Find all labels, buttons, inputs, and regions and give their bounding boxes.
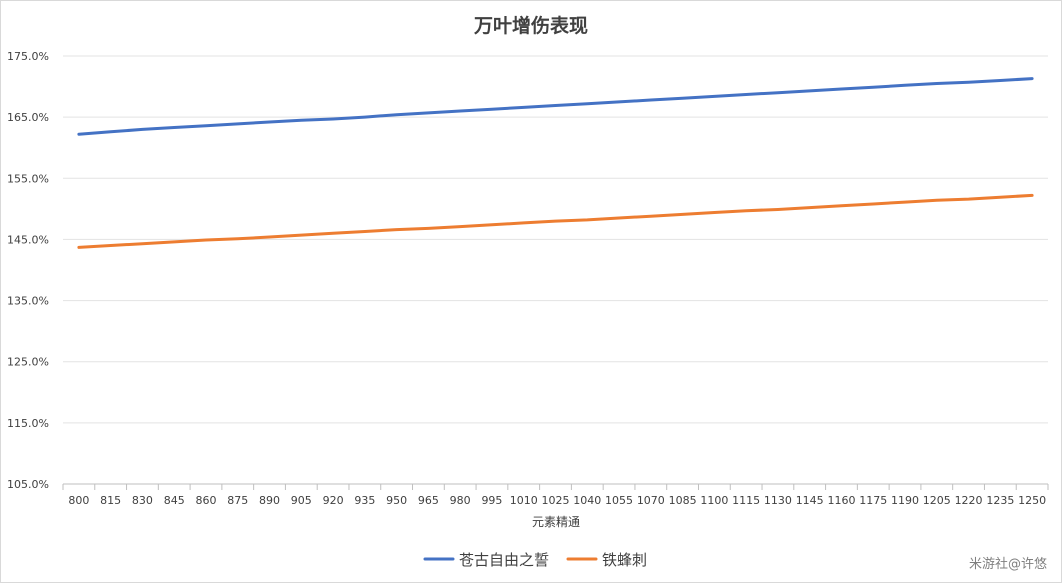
x-tick-label: 965 <box>418 494 439 507</box>
x-tick-label: 1055 <box>605 494 633 507</box>
y-axis-ticks: 105.0% 115.0% 125.0% 135.0% 145.0% 155.0% 165.… <box>7 50 49 491</box>
x-tick-label: 1145 <box>796 494 824 507</box>
gridlines <box>63 55 1048 485</box>
legend: 苍古自由之誓 铁蜂刺 <box>423 551 647 569</box>
x-tick-label: 1085 <box>669 494 697 507</box>
x-tick-label: 1250 <box>1018 494 1046 507</box>
x-tick-label: 1130 <box>764 494 792 507</box>
x-tick-label: 830 <box>132 494 153 507</box>
x-tick-label: 1160 <box>827 494 855 507</box>
y-tick-label: 155.0% <box>7 172 49 185</box>
y-tick-label: 135.0% <box>7 295 49 308</box>
x-axis-ticks: 800 815 830 845 860 875 890 905 920 935 950 965 980 9… <box>62 484 1049 507</box>
x-tick-label: 1010 <box>510 494 538 507</box>
x-tick-label: 890 <box>259 494 280 507</box>
y-tick-label: 115.0% <box>7 417 49 430</box>
x-tick-label: 950 <box>386 494 407 507</box>
x-tick-label: 845 <box>164 494 185 507</box>
x-tick-label: 1190 <box>891 494 919 507</box>
x-tick-label: 980 <box>450 494 471 507</box>
y-tick-label: 105.0% <box>7 478 49 491</box>
x-tick-label: 800 <box>68 494 89 507</box>
x-tick-label: 1220 <box>955 494 983 507</box>
x-tick-label: 860 <box>195 494 216 507</box>
x-tick-label: 1235 <box>986 494 1014 507</box>
x-axis-title: 元素精通 <box>532 515 580 529</box>
x-tick-label: 815 <box>100 494 121 507</box>
y-tick-label: 165.0% <box>7 111 49 124</box>
y-tick-label: 175.0% <box>7 50 49 63</box>
x-tick-label: 1115 <box>732 494 760 507</box>
x-tick-label: 1070 <box>637 494 665 507</box>
series-lines <box>77 77 1034 249</box>
x-tick-label: 1040 <box>573 494 601 507</box>
x-tick-label: 920 <box>323 494 344 507</box>
x-tick-label: 905 <box>291 494 312 507</box>
legend-label-0: 苍古自由之誓 <box>459 551 549 569</box>
y-tick-label: 125.0% <box>7 356 49 369</box>
x-tick-label: 1175 <box>859 494 887 507</box>
series-line-0 <box>77 77 1034 136</box>
series-line-1 <box>77 193 1034 249</box>
watermark-text: 米游社@许悠 <box>969 556 1047 572</box>
x-tick-label: 995 <box>481 494 502 507</box>
chart-title: 万叶增伤表现 <box>473 14 588 37</box>
x-tick-label: 1205 <box>923 494 951 507</box>
y-tick-label: 145.0% <box>7 233 49 246</box>
x-tick-label: 935 <box>354 494 375 507</box>
x-tick-label: 1100 <box>700 494 728 507</box>
x-tick-label: 875 <box>227 494 248 507</box>
legend-label-1: 铁蜂刺 <box>602 551 647 569</box>
x-tick-label: 1025 <box>542 494 570 507</box>
